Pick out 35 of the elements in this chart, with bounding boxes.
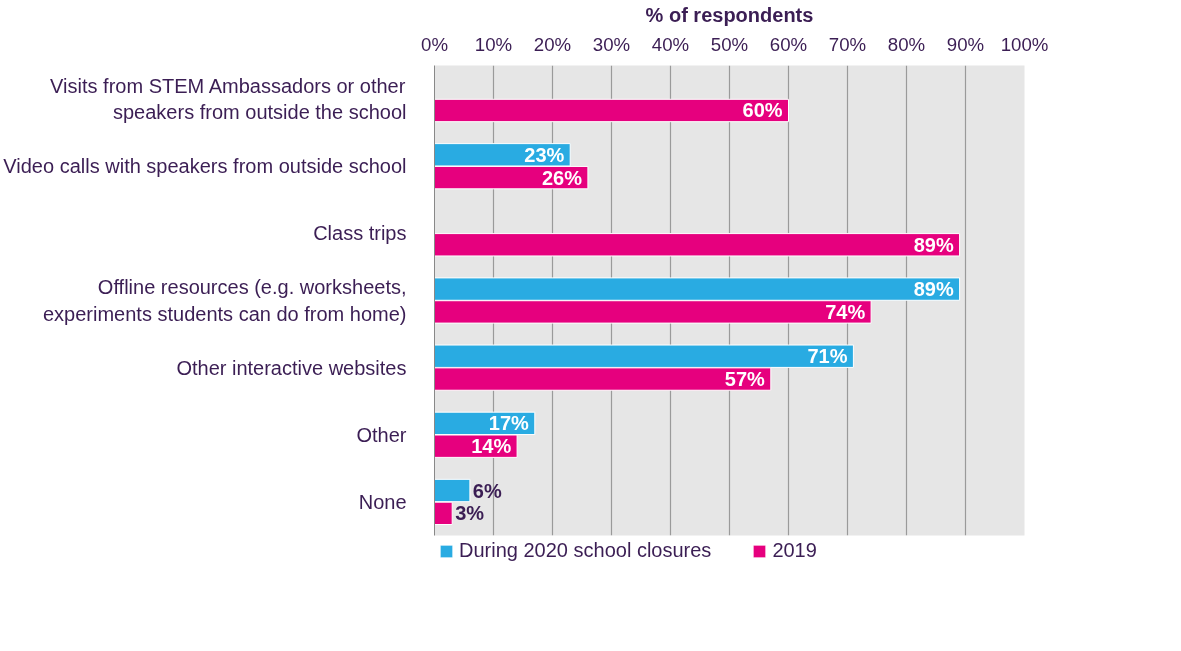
x-tick-label: 80% xyxy=(887,33,926,55)
data-label: 3% xyxy=(455,502,485,525)
x-tick-label: 100% xyxy=(1000,33,1049,55)
data-label: 89% xyxy=(913,278,954,301)
y-tick-label: Offline resources (e.g. worksheets, experiments students can do from home) xyxy=(42,276,407,325)
x-tick-label: 40% xyxy=(651,33,690,55)
x-tick-label: 60% xyxy=(769,33,808,55)
data-label: 71% xyxy=(807,345,848,368)
x-tick-label: 0% xyxy=(421,33,448,55)
x-tick-label: 90% xyxy=(946,33,985,55)
y-tick-label: Visits from STEM Ambassadors or other speakers from outside the school xyxy=(50,74,407,124)
x-tick-label: 10% xyxy=(474,33,513,55)
x-tick-label: 30% xyxy=(592,33,631,55)
x-axis-title: % of respondents xyxy=(645,3,814,26)
data-label: 26% xyxy=(541,166,583,189)
data-label: 23% xyxy=(524,143,565,166)
data-label: 74% xyxy=(825,300,866,323)
data-label: 17% xyxy=(488,412,530,435)
y-tick-label: Class trips xyxy=(313,222,407,245)
y-tick-label: Other interactive websites xyxy=(176,356,407,379)
data-label: 6% xyxy=(472,479,502,502)
y-tick-label: None xyxy=(358,490,407,513)
bar xyxy=(434,98,789,123)
y-tick-label: Other xyxy=(356,423,407,446)
x-tick-label: 50% xyxy=(710,33,749,55)
legend-label: During 2020 school closures xyxy=(459,539,712,562)
x-tick-label: 20% xyxy=(533,33,572,55)
data-label: 60% xyxy=(742,99,783,122)
data-label: 14% xyxy=(471,435,512,458)
data-label: 57% xyxy=(724,368,766,391)
legend-label: 2019 xyxy=(772,539,817,562)
x-tick-label: 70% xyxy=(828,33,867,55)
data-label: 89% xyxy=(913,233,954,256)
y-tick-label: Video calls with speakers from outside school xyxy=(3,155,407,178)
bar xyxy=(434,233,961,257)
